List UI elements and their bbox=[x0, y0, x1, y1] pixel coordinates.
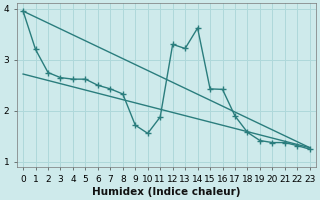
X-axis label: Humidex (Indice chaleur): Humidex (Indice chaleur) bbox=[92, 187, 241, 197]
